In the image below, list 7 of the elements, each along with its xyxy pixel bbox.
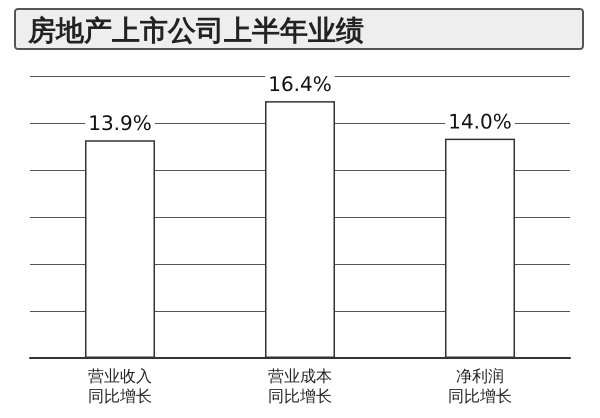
data-label: 16.4% xyxy=(268,72,332,96)
x-tick-label: 净利润同比增长 xyxy=(448,366,512,406)
data-label: 14.0% xyxy=(448,110,512,134)
x-tick-label: 营业收入同比增长 xyxy=(88,366,152,406)
data-label: 13.9% xyxy=(88,111,152,136)
chart-title: 房地产上市公司上半年业绩 xyxy=(14,8,584,50)
x-tick-label: 营业成本同比增长 xyxy=(268,366,332,406)
